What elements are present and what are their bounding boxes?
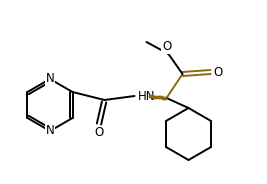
Text: HN: HN (138, 89, 155, 102)
Text: N: N (46, 72, 54, 86)
Text: O: O (213, 66, 222, 79)
Text: N: N (46, 125, 54, 137)
Text: O: O (94, 127, 103, 139)
Text: O: O (162, 40, 171, 54)
